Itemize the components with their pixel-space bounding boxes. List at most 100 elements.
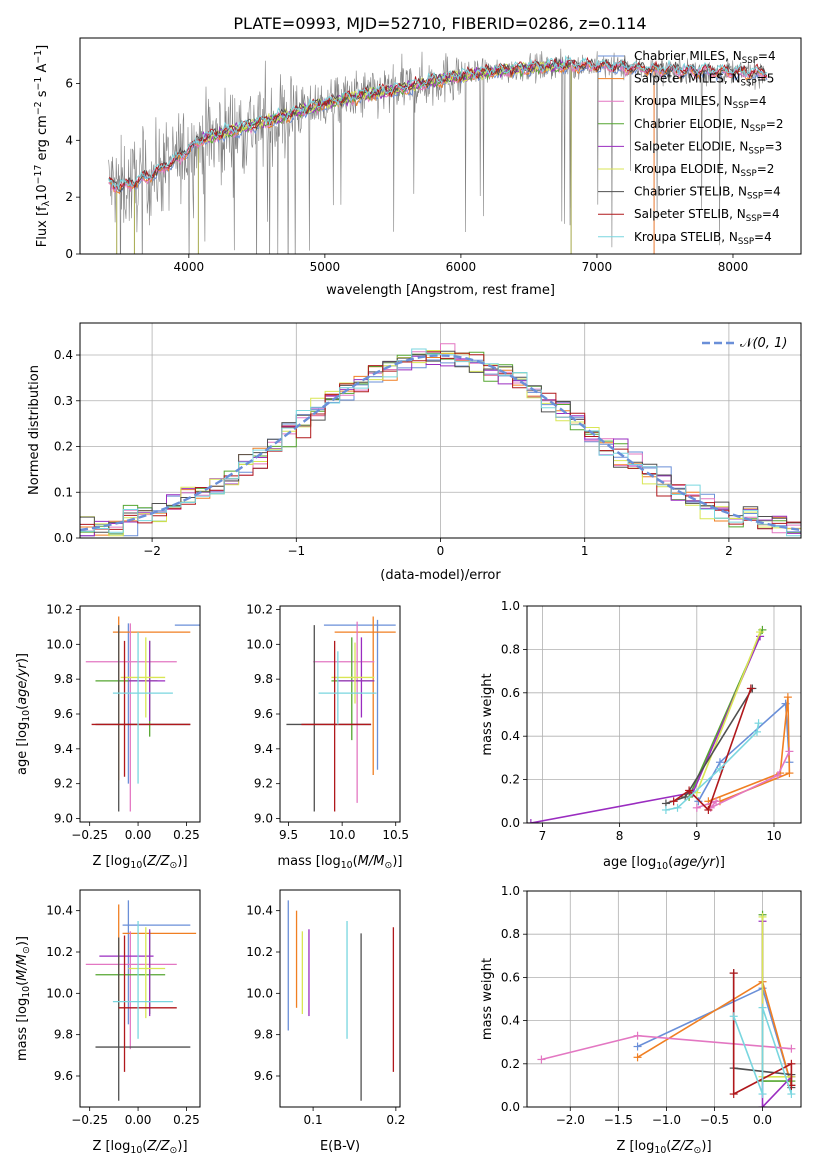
normal-curve (80, 354, 801, 532)
y-tick-label: 1.0 (501, 884, 520, 898)
age-Z-ylabel: age [log10(age/yr)] (15, 653, 32, 775)
y-tick-label: 10.0 (246, 986, 273, 1000)
x-tick-label: 0.00 (125, 1113, 152, 1127)
age-Z-xlabel: Z [log10(Z/Z⊙)] (92, 854, 187, 871)
y-tick-label: 0.0 (501, 816, 520, 830)
x-tick-label: 9.5 (279, 828, 298, 842)
y-tick-label: 9.4 (54, 742, 73, 756)
x-tick-label: 7 (539, 829, 547, 843)
x-tick-label: 6000 (446, 260, 477, 274)
legend-label: Chabrier MILES, NSSP=4 (634, 49, 776, 66)
x-tick-label: 0 (437, 544, 445, 558)
y-tick-label: 10.2 (246, 945, 273, 959)
y-tick-label: 0.8 (501, 927, 520, 941)
legend-label: Salpeter ELODIE, NSSP=3 (634, 139, 782, 156)
spectrum-xlabel: wavelength [Angstrom, rest frame] (326, 283, 555, 298)
age-Z-errorbars (85, 616, 200, 812)
legend-label: Chabrier ELODIE, NSSP=2 (634, 117, 783, 134)
x-tick-label: −2 (143, 544, 161, 558)
weight-series-line (665, 688, 754, 805)
y-tick-label: 10.4 (46, 904, 73, 918)
y-tick-label: 9.2 (254, 777, 273, 791)
x-tick-label: 0.0 (753, 1113, 772, 1127)
age-mass-errorbars (286, 616, 396, 812)
legend-label: Kroupa ELODIE, NSSP=2 (634, 162, 774, 179)
y-tick-label: 9.6 (254, 1069, 273, 1083)
age-Z-frame (79, 605, 201, 823)
x-tick-label: 0.00 (125, 828, 152, 842)
x-tick-label: 8000 (718, 260, 749, 274)
y-tick-label: 10.4 (246, 904, 273, 918)
model-spectrum-line (108, 55, 768, 191)
y-tick-label: 9.8 (254, 1028, 273, 1042)
x-tick-label: 9 (693, 829, 701, 843)
x-tick-label: 0.1 (304, 1113, 323, 1127)
legend-label: 𝒩(0, 1) (740, 336, 787, 351)
y-tick-label: 0.3 (54, 394, 73, 408)
x-tick-label: 2 (725, 544, 733, 558)
weight-age-ylabel: mass weight (480, 673, 495, 755)
y-tick-label: 0.8 (501, 642, 520, 656)
y-tick-label: 9.8 (254, 672, 273, 686)
x-tick-label: −2.0 (556, 1113, 585, 1127)
model-spectrum-line (108, 59, 768, 195)
legend-label: Chabrier STELIB, NSSP=4 (634, 185, 781, 202)
residuals-ylabel: Normed distribution (27, 365, 42, 495)
weight-Z-xlabel: Z [log10(Z/Z⊙)] (616, 1139, 711, 1156)
y-tick-label: 6 (65, 76, 73, 90)
y-tick-label: 9.0 (254, 812, 273, 826)
x-tick-label: −1.5 (604, 1113, 633, 1127)
y-tick-label: 0.4 (54, 348, 73, 362)
y-tick-label: 2 (65, 190, 73, 204)
weight-age-xlabel: age [log10(age/yr)] (603, 855, 725, 872)
x-tick-label: 0.25 (173, 1113, 200, 1127)
y-tick-label: 9.6 (254, 707, 273, 721)
legend-label: Salpeter MILES, NSSP=5 (634, 72, 774, 89)
weight-series-line (696, 631, 761, 793)
x-tick-label: 1 (581, 544, 589, 558)
y-tick-label: 9.6 (54, 1069, 73, 1083)
y-tick-label: 0.4 (501, 1014, 520, 1028)
y-tick-label: 0.2 (54, 440, 73, 454)
x-tick-label: 0.2 (386, 1113, 405, 1127)
age-mass-frame (279, 605, 401, 823)
x-tick-label: −1 (287, 544, 305, 558)
y-tick-label: 0 (65, 247, 73, 261)
mass-Z-errorbars (85, 900, 197, 1101)
spectrum-ylabel: Flux [fλ10−17 erg cm−2 s−1 A−1] (33, 45, 52, 247)
mass-Z-xlabel: Z [log10(Z/Z⊙)] (92, 1139, 187, 1156)
y-tick-label: 9.4 (254, 742, 273, 756)
mass-ebv-frame (279, 889, 401, 1108)
legend-label: Salpeter STELIB, NSSP=4 (634, 207, 780, 224)
mass-Z-frame (79, 889, 201, 1108)
y-tick-label: 10.2 (246, 602, 273, 616)
x-tick-label: 10.5 (382, 828, 409, 842)
observed-spectrum-line (108, 48, 768, 254)
legend-label: Kroupa STELIB, NSSP=4 (634, 230, 772, 247)
y-tick-label: 0.0 (501, 1100, 520, 1114)
y-tick-label: 4 (65, 133, 73, 147)
y-tick-label: 10.0 (46, 986, 73, 1000)
y-tick-label: 9.8 (54, 1028, 73, 1042)
mass-ebv-errorbars (287, 900, 395, 1101)
age-mass-xlabel: mass [log10(M/M⊙)] (278, 854, 403, 871)
residuals-xlabel: (data-model)/error (380, 568, 501, 583)
legend-label: Kroupa MILES, NSSP=4 (634, 94, 767, 111)
weight-series-line (732, 1007, 793, 1095)
mass-ebv-xlabel: E(B-V) (320, 1139, 360, 1154)
y-tick-label: 10.0 (246, 637, 273, 651)
y-tick-label: 9.6 (54, 707, 73, 721)
weight-age-frame (526, 605, 802, 824)
residual-histogram-step (80, 351, 801, 538)
weight-series-line (708, 697, 791, 803)
x-tick-label: 4000 (174, 260, 205, 274)
x-tick-label: 10 (766, 829, 781, 843)
y-tick-label: 0.1 (54, 485, 73, 499)
x-tick-label: −1.0 (652, 1113, 681, 1127)
weight-Z-frame (526, 890, 802, 1108)
y-tick-label: 0.6 (501, 970, 520, 984)
y-tick-label: 10.2 (46, 945, 73, 959)
spectrum-frame (79, 37, 802, 255)
residual-histograms (80, 343, 801, 538)
x-tick-label: 10.0 (329, 828, 356, 842)
